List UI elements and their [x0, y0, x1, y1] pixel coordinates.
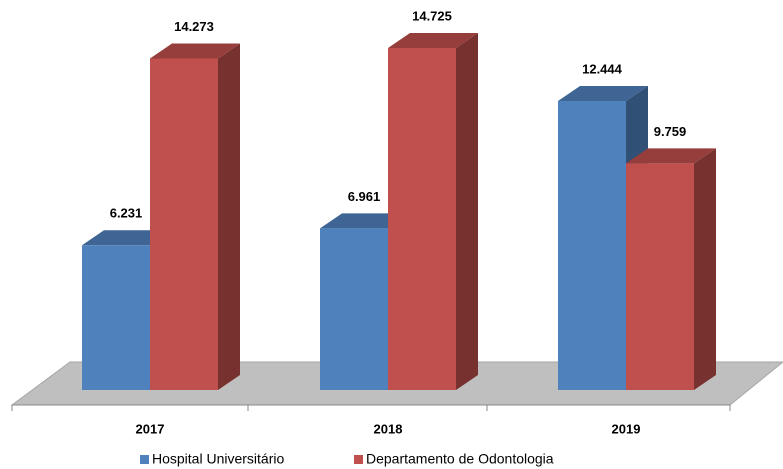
x-tick-label: 2017: [136, 421, 165, 436]
value-label: 12.444: [582, 61, 623, 76]
bar-top: [388, 33, 478, 48]
bar-top: [150, 43, 240, 59]
bar: [320, 228, 388, 390]
bar: [150, 58, 218, 390]
bar-side: [218, 43, 240, 390]
value-label: 9.759: [654, 124, 687, 139]
value-label: 14.725: [412, 8, 452, 23]
bar-top: [558, 85, 648, 101]
legend-label: Hospital Universitário: [152, 451, 284, 467]
legend-swatch: [140, 455, 149, 464]
bar-top: [626, 148, 716, 164]
bar-top: [82, 230, 172, 246]
bar: [626, 163, 694, 390]
legend-swatch: [354, 455, 363, 464]
x-tick-label: 2018: [374, 421, 403, 436]
bar-top: [320, 213, 410, 229]
bar: [558, 100, 626, 391]
bar: [82, 245, 150, 390]
value-label: 14.273: [174, 19, 214, 34]
bar-side: [694, 148, 716, 390]
value-label: 6.961: [348, 189, 381, 204]
bar: [388, 48, 456, 390]
value-label: 6.231: [110, 206, 143, 221]
bar-side: [456, 33, 478, 390]
x-tick-label: 2019: [612, 421, 641, 436]
legend-label: Departamento de Odontologia: [366, 451, 554, 467]
